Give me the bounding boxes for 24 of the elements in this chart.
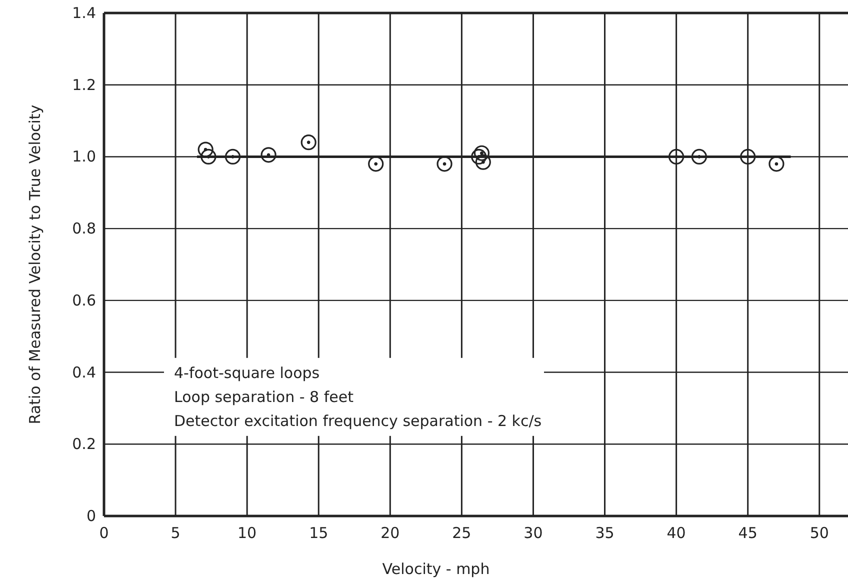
x-tick-label: 5 [170,524,180,542]
y-tick-label: 0.8 [72,220,96,238]
x-tick-label: 45 [738,524,758,542]
y-tick-label: 0.2 [72,435,96,454]
y-tick-label: 1.2 [72,76,96,94]
y-tick-label: 0.6 [72,291,96,310]
x-axis-title: Velocity - mph [382,560,490,578]
x-tick-label: 40 [666,524,686,542]
annotation: Loop separation - 8 feet [174,388,354,406]
y-tick-label: 1.0 [72,148,96,166]
x-tick-label: 30 [524,524,543,542]
annotation: Detector excitation frequency separation - 2 kc/s [174,412,542,430]
x-tick-label: 50 [810,524,829,542]
x-tick-label: 0 [99,524,109,542]
x-tick-label: 25 [452,524,472,542]
y-tick-label: 0.4 [72,363,96,382]
y-axis-title: Ratio of Measured Velocity to True Velocity [26,104,44,424]
y-tick-label: 0 [86,507,96,525]
x-tick-label: 10 [238,524,257,542]
x-tick-label: 35 [595,524,614,542]
x-tick-label: 20 [380,524,400,542]
annotation: 4-foot-square loops [174,364,320,382]
y-tick-label: 1.4 [72,4,96,22]
x-tick-label: 15 [309,524,328,542]
